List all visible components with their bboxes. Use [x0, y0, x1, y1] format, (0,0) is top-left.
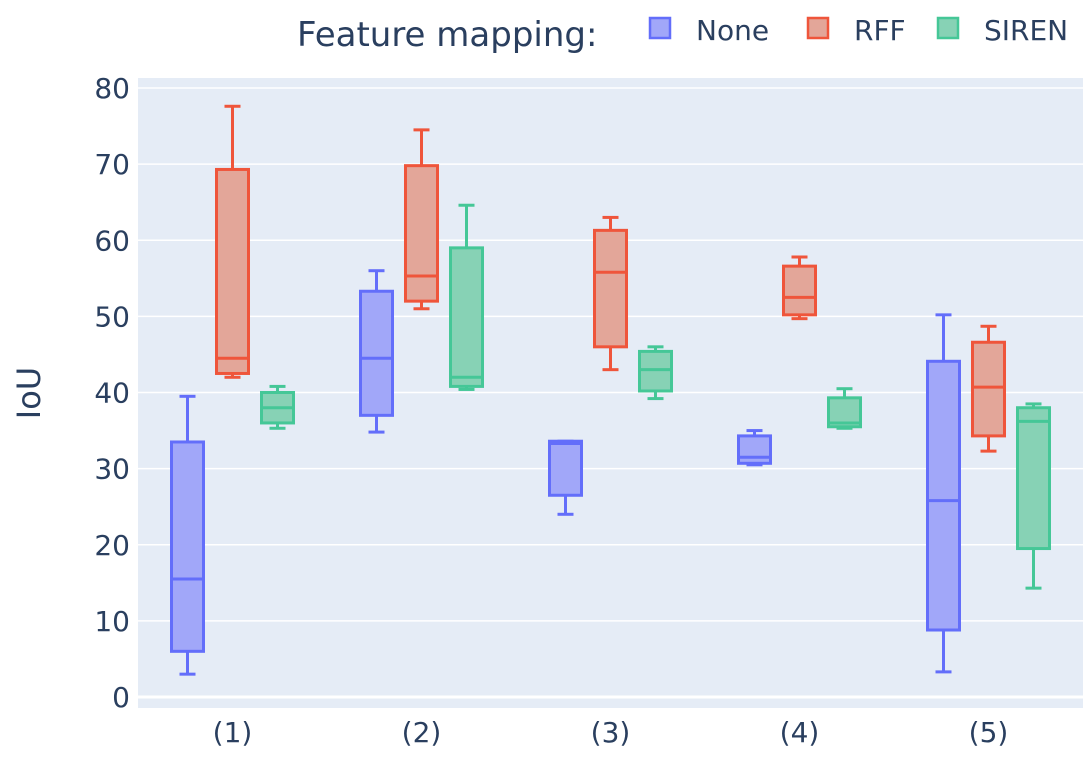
y-tick-label: 60	[94, 224, 130, 257]
box-body	[215, 167, 250, 375]
box-siren-5	[1016, 402, 1051, 590]
legend-swatch	[648, 16, 672, 40]
legend-title: Feature mapping:	[297, 15, 597, 55]
series-siren	[260, 203, 1051, 590]
x-tick-label: (1)	[213, 716, 253, 749]
box-none-1	[170, 394, 205, 676]
box-body	[548, 439, 583, 497]
box-rff-5	[971, 324, 1006, 453]
y-axis-label: IoU	[10, 367, 48, 419]
box-siren-1	[260, 384, 295, 430]
box-none-4	[737, 429, 772, 467]
box-body	[1016, 406, 1051, 551]
box-body	[638, 349, 673, 393]
box-siren-3	[638, 345, 673, 401]
legend-label: None	[696, 14, 769, 47]
y-tick-label: 10	[94, 605, 130, 638]
series-rff	[215, 104, 1006, 453]
box-siren-2	[449, 203, 484, 391]
box-none-5	[926, 313, 961, 674]
box-series	[170, 104, 1051, 676]
y-tick-label: 80	[94, 72, 130, 105]
box-rff-1	[215, 104, 250, 379]
y-tick-label: 30	[94, 453, 130, 486]
x-tick-label: (2)	[402, 716, 442, 749]
y-tick-label: 40	[94, 377, 130, 410]
legend-label: SIREN	[984, 14, 1068, 47]
box-body	[593, 228, 628, 349]
series-none	[170, 269, 961, 676]
y-tick-label: 70	[94, 148, 130, 181]
legend-item-rff[interactable]: RFF	[806, 14, 906, 47]
legend-label: RFF	[854, 14, 906, 47]
x-tick-label: (4)	[780, 716, 820, 749]
box-none-2	[359, 269, 394, 434]
box-body	[404, 164, 439, 303]
box-body	[170, 440, 205, 653]
y-tick-label: 0	[112, 681, 130, 714]
legend-item-siren[interactable]: SIREN	[936, 14, 1068, 47]
x-axis-ticks: (1) (2) (3) (4) (5)	[213, 716, 1009, 749]
y-tick-label: 20	[94, 529, 130, 562]
box-body	[737, 434, 772, 465]
y-tick-label: 50	[94, 300, 130, 333]
legend-swatch	[936, 16, 960, 40]
y-axis-ticks: 0 10 20 30 40 50 60 70 80	[94, 72, 130, 714]
box-body	[449, 246, 484, 388]
box-body	[971, 340, 1006, 438]
box-rff-3	[593, 215, 628, 372]
x-tick-label: (3)	[591, 716, 631, 749]
box-siren-4	[827, 387, 862, 430]
box-rff-4	[782, 255, 817, 321]
x-tick-label: (5)	[969, 716, 1009, 749]
box-body	[359, 289, 394, 417]
box-none-3	[548, 439, 583, 516]
box-body	[782, 264, 817, 317]
box-body	[926, 359, 961, 632]
legend-swatch	[806, 16, 830, 40]
legend: Feature mapping: None RFF SIREN	[297, 14, 1068, 55]
box-rff-2	[404, 128, 439, 311]
legend-item-none[interactable]: None	[648, 14, 769, 47]
